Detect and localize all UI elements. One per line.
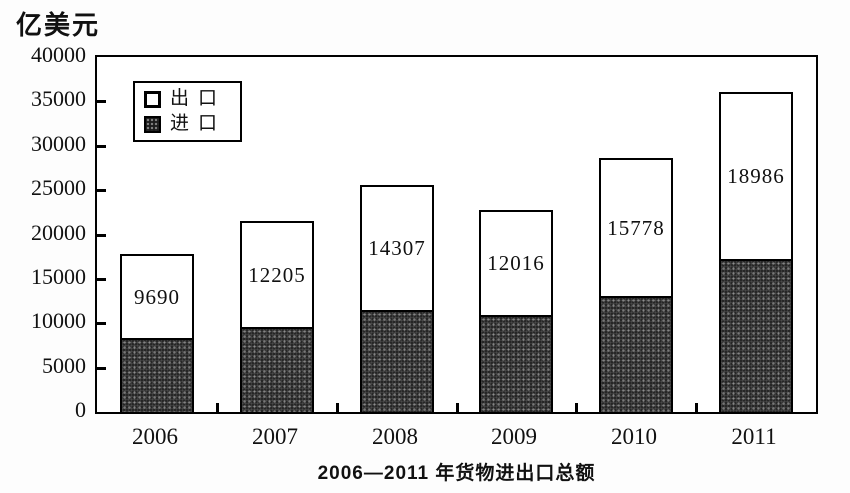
bar-value-label-2010: 15778 bbox=[607, 215, 665, 240]
y-axis-tick bbox=[97, 322, 106, 325]
export-segment-2008: 14307 bbox=[360, 185, 434, 312]
bar-group-2011: 18986 bbox=[719, 57, 793, 412]
y-axis-tick bbox=[97, 189, 106, 192]
bar-group-2006: 9690 bbox=[120, 57, 194, 412]
bar-value-label-2009: 12016 bbox=[487, 251, 545, 275]
bar-group-2008: 14307 bbox=[360, 57, 434, 412]
x-axis-tick bbox=[575, 403, 578, 412]
bar-group-2007: 12205 bbox=[240, 57, 314, 412]
y-axis-tick bbox=[97, 234, 106, 237]
import-segment-2011 bbox=[719, 261, 793, 412]
y-axis-tick bbox=[97, 100, 106, 103]
import-segment-2008 bbox=[360, 312, 434, 412]
y-axis-tick bbox=[97, 367, 106, 370]
x-axis-label-2011: 2011 bbox=[731, 424, 777, 449]
y-axis-tick-label: 25000 bbox=[31, 175, 86, 201]
y-axis-tick-label: 20000 bbox=[31, 219, 86, 245]
import-segment-2007 bbox=[240, 329, 314, 412]
y-axis-tick-label: 40000 bbox=[31, 42, 86, 67]
bar-value-label-2007: 12205 bbox=[248, 262, 306, 287]
import-segment-2010 bbox=[599, 298, 673, 412]
bar-group-2009: 12016 bbox=[479, 57, 553, 412]
legend-item-import: 进口 bbox=[144, 113, 226, 135]
y-axis-tick-label: 0 bbox=[75, 397, 86, 422]
plot-area: 出口 进口 9690 12205 14307 12016 15778 18986 bbox=[95, 55, 818, 414]
y-axis-tick bbox=[97, 145, 106, 148]
legend-import-label: 进口 bbox=[170, 113, 227, 134]
y-axis-tick-label: 35000 bbox=[31, 86, 86, 112]
bar-group-2010: 15778 bbox=[599, 57, 673, 412]
import-segment-2006 bbox=[120, 340, 194, 412]
bar-value-label-2008: 14307 bbox=[368, 236, 426, 260]
bar-value-label-2006: 9690 bbox=[134, 284, 180, 309]
y-axis-unit-label: 亿美元 bbox=[16, 11, 101, 40]
x-axis-label-2006: 2006 bbox=[132, 424, 178, 449]
y-axis-tick-label: 30000 bbox=[31, 130, 86, 156]
y-axis-tick bbox=[97, 278, 106, 281]
y-axis-tick-label: 10000 bbox=[31, 308, 86, 334]
bar-value-label-2011: 18986 bbox=[727, 164, 785, 188]
x-axis-label-2010: 2010 bbox=[611, 424, 657, 449]
x-axis-tick bbox=[216, 403, 219, 412]
export-swatch-icon bbox=[144, 90, 161, 108]
legend: 出口 进口 bbox=[133, 81, 243, 142]
chart-title: 2006—2011 年货物进出口总额 bbox=[317, 463, 596, 484]
export-segment-2009: 12016 bbox=[479, 210, 553, 317]
export-segment-2011: 18986 bbox=[719, 92, 793, 261]
x-axis-label-2009: 2009 bbox=[491, 424, 537, 449]
y-axis-tick-label: 15000 bbox=[31, 263, 86, 289]
legend-export-label: 出口 bbox=[170, 88, 227, 109]
export-segment-2006: 9690 bbox=[120, 254, 194, 340]
x-axis-label-2008: 2008 bbox=[372, 424, 418, 449]
x-axis-tick bbox=[695, 403, 698, 412]
import-swatch-icon bbox=[144, 115, 161, 133]
legend-item-export: 出口 bbox=[144, 88, 226, 110]
y-axis-tick-label: 5000 bbox=[42, 352, 86, 378]
export-segment-2007: 12205 bbox=[240, 221, 314, 329]
import-segment-2009 bbox=[479, 317, 553, 412]
x-axis-tick bbox=[456, 403, 459, 412]
x-axis-label-2007: 2007 bbox=[252, 424, 298, 449]
x-axis-tick bbox=[336, 403, 339, 412]
export-segment-2010: 15778 bbox=[599, 158, 673, 298]
